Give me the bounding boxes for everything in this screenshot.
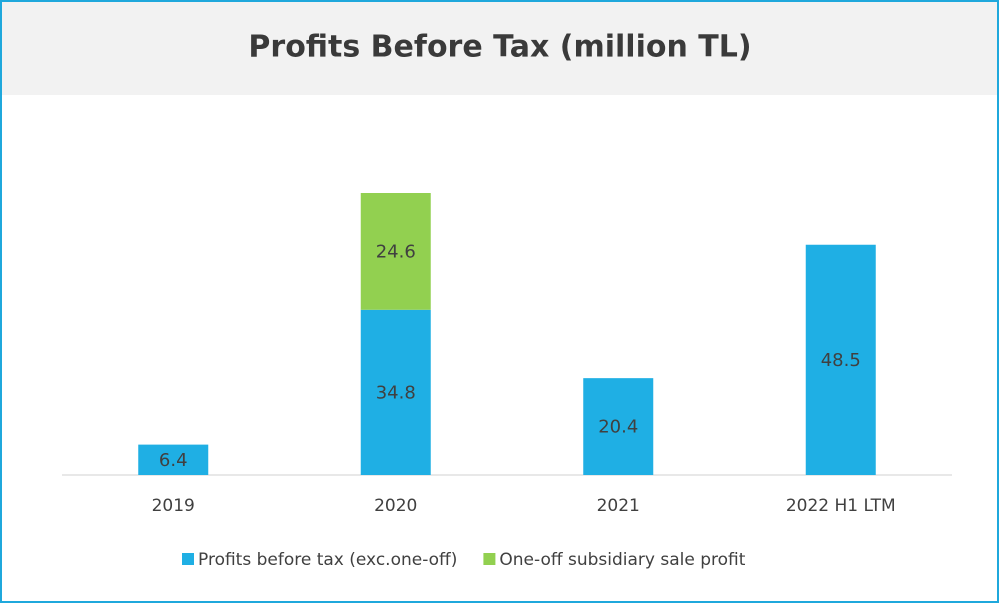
bar-segment xyxy=(583,378,654,475)
data-label: 6.4 xyxy=(159,450,188,471)
bar-segment xyxy=(138,444,209,475)
bar-segment xyxy=(360,193,431,310)
bar-segment xyxy=(805,244,876,475)
chart-title: Profits Before Tax (million TL) xyxy=(248,30,751,65)
x-tick-label: 2021 xyxy=(597,496,640,516)
legend-swatch xyxy=(182,553,194,565)
legend-swatch xyxy=(483,553,496,565)
x-tick-label: 2020 xyxy=(374,496,417,516)
data-label: 48.5 xyxy=(821,350,861,371)
data-label: 24.6 xyxy=(376,241,416,262)
data-label: 20.4 xyxy=(598,417,638,438)
x-tick-label: 2019 xyxy=(152,496,195,516)
legend-label: One-off subsidiary sale profit xyxy=(499,550,745,570)
bar-segment xyxy=(360,309,431,475)
legend-label: Profits before tax (exc.one-off) xyxy=(198,550,457,570)
data-label: 34.8 xyxy=(376,382,416,403)
x-tick-label: 2022 H1 LTM xyxy=(786,496,896,516)
title-bar xyxy=(2,2,997,95)
